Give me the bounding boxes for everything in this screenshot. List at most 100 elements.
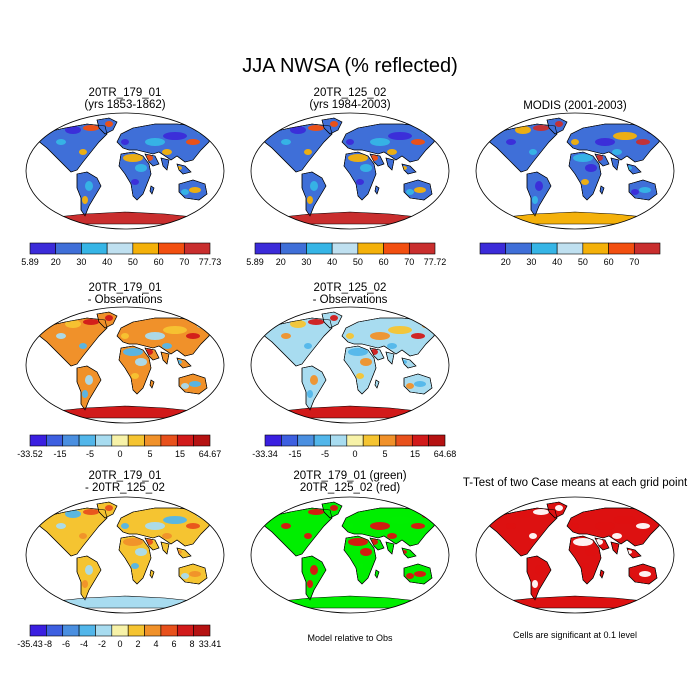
coastline: [628, 179, 658, 201]
value-patch: [310, 565, 318, 575]
colorbar-tick-label: 77.72: [424, 257, 447, 267]
coastline: [36, 507, 108, 557]
colorbar-swatch: [297, 434, 315, 447]
coastline: [594, 537, 610, 551]
value-patch: [348, 348, 368, 356]
colorbar-panel-5: -33.34 -15 -5 0 5 15 64.68: [252, 434, 456, 459]
value-patch: [639, 571, 651, 577]
colorbar-swatch: [357, 242, 384, 255]
coastline: [374, 185, 380, 195]
value-patch: [506, 139, 516, 145]
value-patch: [181, 189, 189, 195]
value-patch: [307, 580, 313, 588]
value-patch: [83, 125, 99, 131]
value-patch: [360, 164, 372, 172]
coastline: [149, 569, 155, 579]
value-patch: [105, 121, 113, 127]
value-patch: [105, 315, 113, 321]
coastline: [144, 347, 160, 361]
colorbar-swatch: [62, 624, 80, 637]
value-patch: [360, 358, 372, 366]
coastline: [36, 317, 108, 367]
value-patch: [135, 164, 147, 172]
value-patch: [307, 390, 313, 398]
coastline: [486, 507, 558, 557]
coastline: [486, 123, 558, 173]
map-border: [25, 306, 225, 424]
coastline: [599, 569, 605, 579]
coastline: [546, 501, 568, 519]
coastline: [160, 157, 170, 171]
value-patch: [529, 149, 537, 155]
colorbar-swatch: [193, 434, 211, 447]
colorbar-tick-label: 50: [353, 257, 363, 267]
coastline: [144, 537, 160, 551]
coastline: [374, 569, 380, 579]
value-patch: [515, 510, 531, 518]
coastline: [321, 501, 343, 519]
coastline: [118, 535, 152, 585]
value-patch: [310, 181, 318, 191]
value-patch: [585, 548, 597, 556]
panel-1-title: 20TR_179_01 (yrs 1853-1862): [25, 87, 225, 111]
panel-5-title: 20TR_125_02 - Observations: [250, 282, 450, 306]
value-patch: [83, 509, 99, 515]
colorbar-tick-label: -15: [53, 449, 66, 459]
value-patch: [163, 132, 187, 140]
colorbar-tick-label: -5: [86, 449, 94, 459]
coastline: [76, 171, 102, 217]
colorbar-swatch: [160, 624, 178, 637]
coastline: [369, 537, 385, 551]
value-patch: [555, 121, 563, 127]
colorbar-tick-label: -2: [98, 639, 106, 649]
value-patch: [304, 533, 312, 539]
colorbar-swatch: [29, 624, 47, 637]
value-patch: [123, 348, 143, 356]
value-patch: [595, 522, 615, 530]
value-patch: [281, 333, 291, 339]
colorbar-swatch: [313, 434, 331, 447]
value-patch: [636, 139, 650, 145]
coastline: [385, 541, 395, 555]
coastline: [610, 541, 620, 555]
value-patch: [581, 179, 589, 185]
value-patch: [330, 121, 338, 127]
value-patch: [631, 573, 639, 579]
colorbar-swatch: [176, 624, 194, 637]
value-patch: [163, 516, 187, 524]
colorbar-swatch: [62, 434, 80, 447]
colorbar-swatch: [505, 242, 532, 255]
value-patch: [162, 533, 172, 539]
value-patch: [529, 533, 537, 539]
coastline: [160, 541, 170, 555]
coastline: [546, 117, 568, 135]
colorbar-swatch: [330, 434, 348, 447]
colorbar-swatch: [281, 434, 299, 447]
panel-4-title: 20TR_179_01 - Observations: [25, 282, 225, 306]
value-patch: [85, 181, 93, 191]
colorbar-swatch: [55, 242, 82, 255]
value-patch: [532, 196, 538, 204]
map-border: [25, 112, 225, 230]
map-border: [475, 112, 675, 230]
note-model-relative: Model relative to Obs: [307, 633, 393, 643]
map-border: [250, 306, 450, 424]
value-patch: [612, 149, 622, 155]
value-patch: [370, 522, 390, 530]
value-patch: [406, 189, 414, 195]
coastline: [568, 151, 602, 201]
value-patch: [281, 139, 291, 145]
colorbar-swatch: [411, 434, 429, 447]
value-patch: [411, 523, 425, 529]
colorbar-swatch: [95, 624, 113, 637]
coastline: [341, 507, 437, 547]
value-patch: [348, 538, 368, 546]
panel-2-title-line2: (yrs 1984-2003): [309, 99, 391, 111]
colorbar-tick-label: 2: [135, 639, 140, 649]
coastline: [626, 547, 642, 559]
colorbar-swatch: [46, 434, 64, 447]
value-patch: [281, 523, 291, 529]
value-patch: [181, 383, 189, 389]
panel-9-title-line1: T-Test of two Case means at each grid po…: [462, 477, 688, 489]
colorbar-tick-label: 50: [128, 257, 138, 267]
